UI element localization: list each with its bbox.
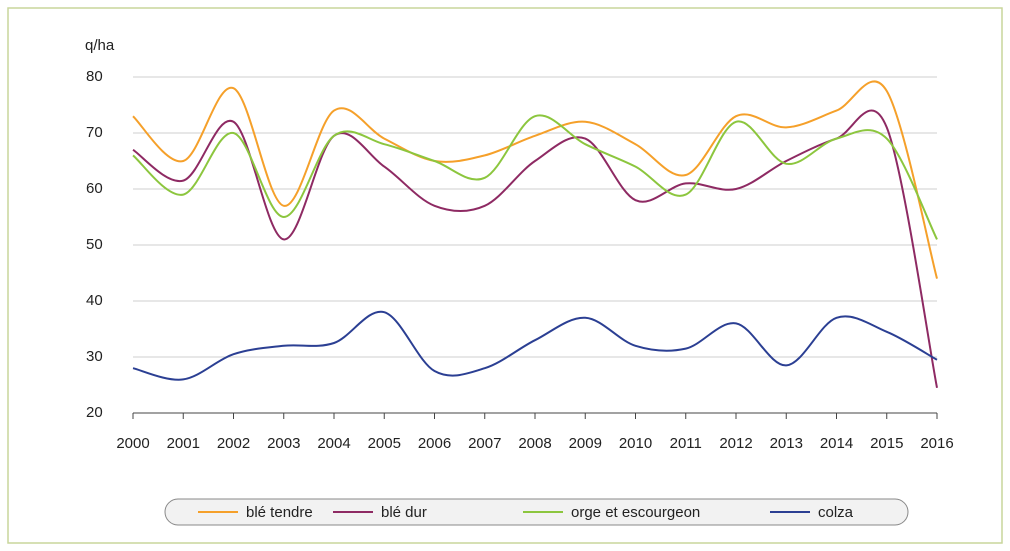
x-tick-label: 2009 [569, 435, 602, 452]
y-tick-label: 40 [86, 292, 103, 309]
y-axis-label: q/ha [85, 37, 115, 54]
y-tick-label: 30 [86, 348, 103, 365]
x-tick-label: 2000 [116, 435, 149, 452]
x-tick-label: 2008 [518, 435, 551, 452]
frame [7, 7, 1003, 544]
legend-label: blé tendre [246, 504, 313, 521]
x-tick-label: 2007 [468, 435, 501, 452]
series-line [132, 109, 938, 388]
y-tick-label: 80 [86, 68, 103, 85]
x-tick-label: 2005 [368, 435, 401, 452]
y-tick-label: 70 [86, 124, 103, 141]
x-tick-label: 2003 [267, 435, 300, 452]
legend-label: colza [818, 504, 854, 521]
x-tick-label: 2016 [920, 435, 953, 452]
y-tick-label: 20 [86, 404, 103, 421]
series-line [132, 80, 938, 279]
legend-label: orge et escourgeon [571, 504, 700, 521]
y-tick-label: 60 [86, 180, 103, 197]
x-tick-label: 2012 [719, 435, 752, 452]
x-tick-label: 2004 [317, 435, 350, 452]
series-line [132, 310, 938, 381]
x-tick-label: 2006 [418, 435, 451, 452]
x-tick-label: 2013 [770, 435, 803, 452]
x-tick-label: 2002 [217, 435, 250, 452]
x-tick-label: 2001 [167, 435, 200, 452]
series-line [132, 114, 938, 240]
y-tick-label: 50 [86, 236, 103, 253]
x-tick-label: 2014 [820, 435, 853, 452]
legend-label: blé dur [381, 504, 427, 521]
x-tick-label: 2010 [619, 435, 652, 452]
x-tick-label: 2011 [670, 435, 702, 452]
x-tick-label: 2015 [870, 435, 903, 452]
